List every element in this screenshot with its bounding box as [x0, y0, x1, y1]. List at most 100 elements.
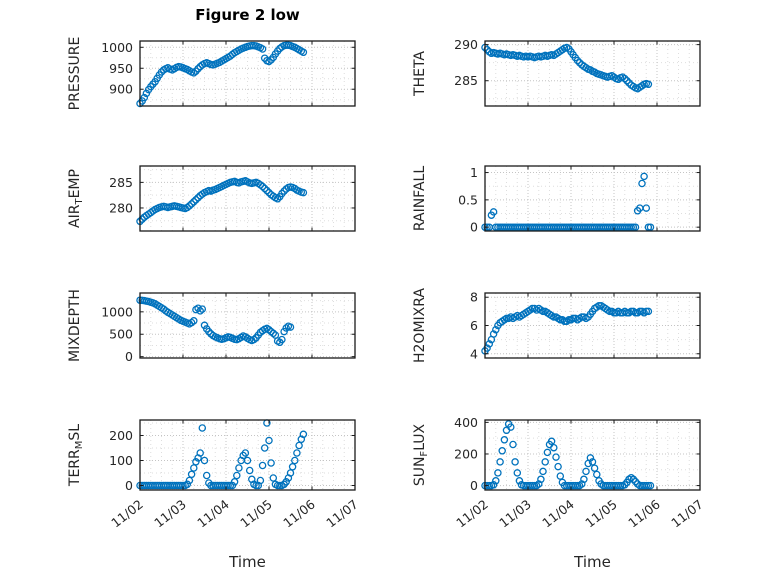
data-point: [273, 195, 282, 203]
data-point: [593, 470, 601, 479]
y-axis-label: THETA: [412, 51, 428, 97]
data-point: [243, 456, 252, 465]
y-tick-label: 285: [109, 175, 133, 190]
data-point: [138, 215, 146, 223]
data-point: [552, 453, 560, 461]
data-point: [489, 481, 498, 489]
axes-box: [139, 292, 356, 359]
y-tick-label: 0: [125, 349, 133, 364]
data-point: [511, 458, 519, 466]
x-axis-title-right: Time: [574, 553, 611, 571]
data-point: [513, 469, 522, 477]
data-point: [190, 69, 198, 77]
data-point: [185, 476, 194, 485]
x-tick-label: 11/05: [582, 497, 620, 531]
minor-grid: [140, 166, 355, 231]
y-axis-label: RAINFALL: [412, 166, 428, 231]
x-tick-label: 11/02: [108, 497, 146, 531]
data-point: [265, 188, 273, 197]
data-point: [571, 481, 580, 490]
data-points: [481, 172, 655, 231]
data-point: [492, 325, 500, 334]
data-point: [235, 464, 243, 472]
y-tick-label: 900: [109, 82, 133, 97]
y-tick-label: 1000: [101, 304, 133, 319]
data-point: [280, 187, 288, 195]
x-tick-label: 11/07: [668, 497, 706, 531]
y-tick-label: 0: [125, 478, 133, 493]
data-point: [547, 437, 556, 446]
y-tick-label: 950: [109, 61, 133, 76]
y-tick-label: 8: [470, 290, 478, 305]
chart-sun-flux: 0 200 400 11/02 11/03 11/04 11/05 11/06 11/07 SUN…: [412, 415, 706, 531]
data-point: [183, 480, 192, 489]
data-point: [187, 470, 196, 479]
data-point: [537, 475, 545, 484]
data-point: [483, 344, 491, 352]
data-point: [646, 223, 655, 231]
data-point: [299, 48, 308, 57]
chart-rainfall: 0 0.5 1 RAINFALL: [412, 165, 701, 235]
data-points: [481, 43, 653, 93]
chart-air-temp: 280 285 AIRTEMP: [67, 165, 356, 232]
y-tick-label: 200: [109, 428, 133, 443]
data-point: [627, 223, 635, 231]
data-point: [198, 305, 207, 313]
x-tick-label: 11/04: [194, 497, 232, 531]
y-axis-label: AIRTEMP: [67, 169, 85, 228]
data-point: [295, 441, 303, 450]
chart-theta: 285 290 THETA: [412, 37, 701, 107]
chart-h2omixra: 4 6 8 H2OMIXRA: [412, 288, 701, 363]
data-points: [136, 296, 295, 347]
data-point: [492, 477, 500, 485]
x-tick-label: 11/05: [237, 497, 275, 531]
data-point: [233, 471, 241, 480]
x-tick-label: 11/06: [625, 497, 663, 531]
y-tick-label: 285: [454, 73, 478, 88]
data-point: [269, 474, 278, 482]
data-point: [293, 449, 301, 457]
data-point: [200, 456, 209, 465]
tick-marks: [484, 293, 701, 358]
data-point: [644, 307, 653, 316]
data-point: [202, 471, 211, 480]
tick-marks: [139, 166, 356, 231]
axes-box: [139, 165, 356, 232]
y-tick-label: 0.5: [458, 192, 478, 207]
minor-grid: [140, 293, 355, 358]
data-point: [575, 58, 584, 67]
data-points: [136, 419, 308, 490]
x-axis-title-left: Time: [229, 553, 266, 571]
data-point: [621, 74, 629, 83]
data-point: [515, 477, 524, 485]
data-point: [582, 467, 590, 476]
data-point: [580, 475, 588, 484]
data-point: [291, 456, 299, 465]
data-point: [500, 436, 509, 444]
x-tick-label: 11/07: [323, 497, 361, 531]
data-point: [196, 449, 204, 457]
data-point: [498, 447, 506, 455]
data-point: [299, 188, 308, 197]
tick-marks: [139, 293, 356, 358]
y-tick-label: 100: [109, 453, 133, 468]
data-point: [644, 80, 653, 89]
data-point: [550, 313, 558, 321]
tick-marks: [484, 41, 701, 106]
data-points: [136, 177, 308, 226]
figure-title: Figure 2 low: [195, 6, 300, 24]
y-tick-label: 1000: [101, 40, 133, 55]
y-axis-label: MIXDEPTH: [67, 289, 83, 362]
data-point: [623, 76, 631, 85]
data-point: [258, 182, 267, 191]
y-axis-label: TERRMSL: [67, 424, 85, 487]
y-axis-label: H2OMIXRA: [412, 288, 428, 363]
data-point: [263, 186, 271, 195]
tick-marks: [484, 166, 701, 231]
data-point: [489, 208, 498, 216]
data-point: [282, 478, 290, 486]
data-point: [646, 481, 655, 490]
data-point: [245, 466, 254, 475]
data-point: [190, 198, 198, 206]
